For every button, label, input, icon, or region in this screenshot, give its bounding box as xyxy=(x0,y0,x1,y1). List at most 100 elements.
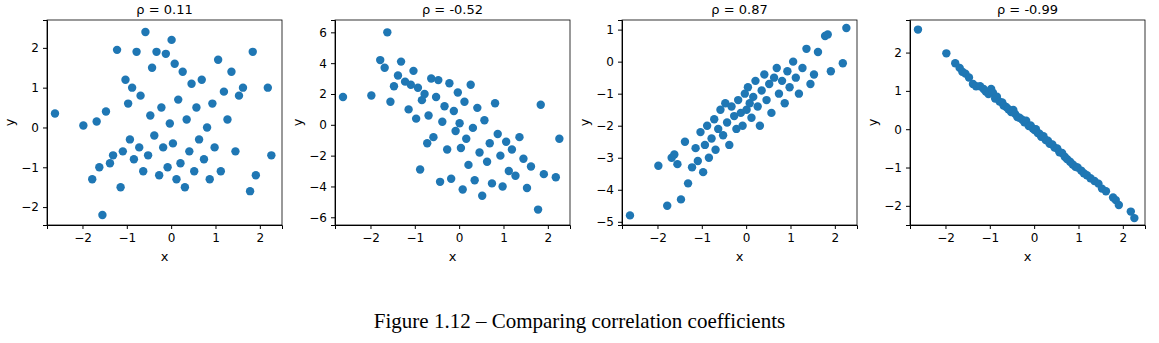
y-tick: −4 xyxy=(596,183,622,197)
point xyxy=(654,162,662,170)
point xyxy=(252,171,260,179)
point xyxy=(785,83,793,91)
y-tick-mark xyxy=(618,62,622,63)
x-axis: −2−1012 xyxy=(48,225,283,245)
point xyxy=(102,107,110,115)
point xyxy=(469,124,477,132)
point xyxy=(124,99,132,107)
point xyxy=(185,147,193,155)
point xyxy=(464,161,472,169)
point xyxy=(470,176,478,184)
x-tick-mark xyxy=(127,225,128,229)
y-tick-label: −1 xyxy=(884,161,902,175)
x-tick-label: 0 xyxy=(168,231,176,245)
y-tick-mark xyxy=(618,190,622,191)
point xyxy=(146,111,154,119)
x-tick-mark xyxy=(548,225,549,229)
x-tick: 1 xyxy=(1075,225,1083,245)
point xyxy=(132,48,140,56)
x-axis-title: x xyxy=(161,249,169,264)
point xyxy=(626,211,634,219)
point xyxy=(214,56,222,64)
y-tick-mark xyxy=(906,91,910,92)
point xyxy=(420,90,428,98)
point xyxy=(670,150,678,158)
point xyxy=(159,143,167,151)
point xyxy=(231,147,239,155)
y-tick-label: −3 xyxy=(596,151,614,165)
y-tick-label: 6 xyxy=(319,26,327,40)
x-tick: 0 xyxy=(743,225,751,245)
x-tick-mark xyxy=(746,225,747,229)
y-tick-mark xyxy=(618,30,622,31)
x-tick: −1 xyxy=(118,225,136,245)
panel: −2−1012−6−4−20246ρ = -0.52xy xyxy=(290,2,571,264)
point xyxy=(699,168,707,176)
point xyxy=(119,147,127,155)
point xyxy=(126,135,134,143)
point xyxy=(681,138,689,146)
x-tick-label: 1 xyxy=(212,231,220,245)
x-tick-mark xyxy=(1123,225,1124,229)
y-tick: 0 xyxy=(894,123,910,137)
point xyxy=(210,143,218,151)
y-tick-mark xyxy=(906,129,910,130)
point xyxy=(498,182,506,190)
y-tick-mark xyxy=(43,167,47,168)
plot-frame xyxy=(47,20,282,225)
point xyxy=(475,148,483,156)
x-axis-line xyxy=(48,226,283,230)
x-tick-mark xyxy=(370,225,371,229)
x-tick: −1 xyxy=(981,225,999,245)
point xyxy=(178,68,186,76)
x-tick-label: −2 xyxy=(649,231,667,245)
x-tick-mark xyxy=(503,225,504,229)
point xyxy=(440,102,448,110)
y-tick-label: −1 xyxy=(596,87,614,101)
x-axis: −2−1012 xyxy=(623,225,858,245)
point xyxy=(555,134,563,142)
point xyxy=(798,64,806,72)
y-tick-mark xyxy=(618,158,622,159)
title: ρ = 0.87 xyxy=(711,2,767,17)
point xyxy=(491,99,499,107)
point xyxy=(113,46,121,54)
point xyxy=(458,185,466,193)
point xyxy=(163,163,171,171)
y-tick-label: −4 xyxy=(309,180,327,194)
y-tick: −3 xyxy=(596,151,622,165)
x-tick: 0 xyxy=(1031,225,1039,245)
y-tick-mark xyxy=(331,125,335,126)
y-tick-mark xyxy=(618,94,622,95)
point xyxy=(814,48,822,56)
point xyxy=(170,60,178,68)
point xyxy=(727,102,735,110)
point xyxy=(810,70,818,78)
point xyxy=(738,122,746,130)
x-tick-label: 2 xyxy=(1120,231,1128,245)
y-axis: −2−1012 xyxy=(884,21,910,226)
x-tick-label: −1 xyxy=(981,231,999,245)
x-tick: 0 xyxy=(168,225,176,245)
y-tick-mark xyxy=(906,206,910,207)
y-tick-mark xyxy=(906,53,910,54)
point xyxy=(792,73,800,81)
x-tick-label: 1 xyxy=(1075,231,1083,245)
point xyxy=(139,167,147,175)
point xyxy=(778,77,786,85)
point xyxy=(783,67,791,75)
point xyxy=(719,131,727,139)
point xyxy=(386,97,394,105)
y-axis-title: y xyxy=(577,118,592,126)
point xyxy=(486,139,494,147)
y-tick-mark xyxy=(906,168,910,169)
point xyxy=(217,167,225,175)
panel: −2−1012−2−1012ρ = 0.11xy xyxy=(2,2,283,264)
point xyxy=(450,107,458,115)
point xyxy=(457,144,465,152)
point xyxy=(494,130,502,138)
x-tick-label: −2 xyxy=(74,231,92,245)
point xyxy=(206,175,214,183)
y-tick-mark xyxy=(331,217,335,218)
point xyxy=(409,67,417,75)
